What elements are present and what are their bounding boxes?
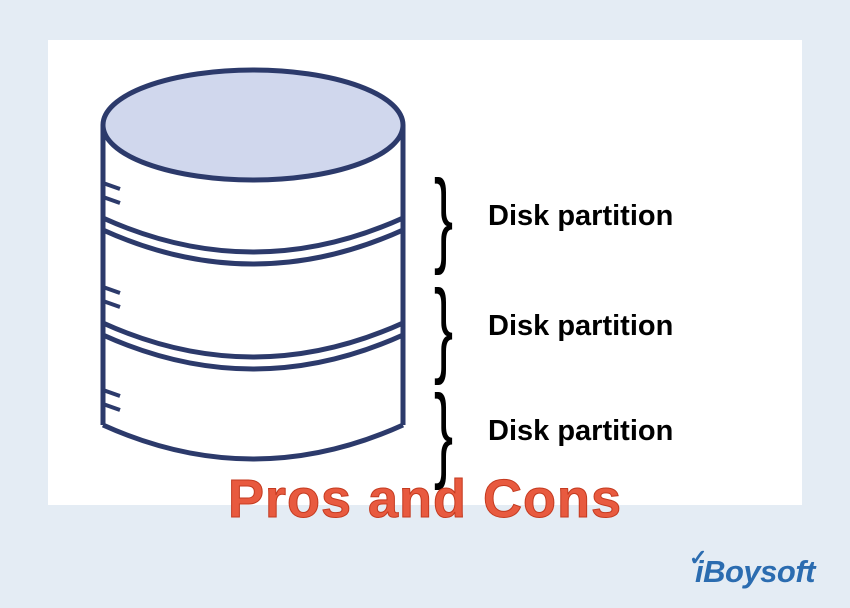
logo-tick-icon: ✓ [689, 545, 707, 571]
partition-label-3: Disk partition [488, 415, 673, 448]
page-title: Pros and Cons [0, 468, 850, 530]
partition-label-2: Disk partition [488, 310, 673, 343]
logo: ✓ iBoysoft [695, 554, 815, 590]
logo-text: iBoysoft [695, 554, 815, 589]
disk-cylinder-icon [78, 55, 428, 495]
brace-2: } [434, 275, 453, 380]
diagram-panel: } Disk partition } Disk partition } Disk… [48, 40, 802, 505]
partition-label-1: Disk partition [488, 200, 673, 233]
brace-1: } [434, 165, 453, 270]
